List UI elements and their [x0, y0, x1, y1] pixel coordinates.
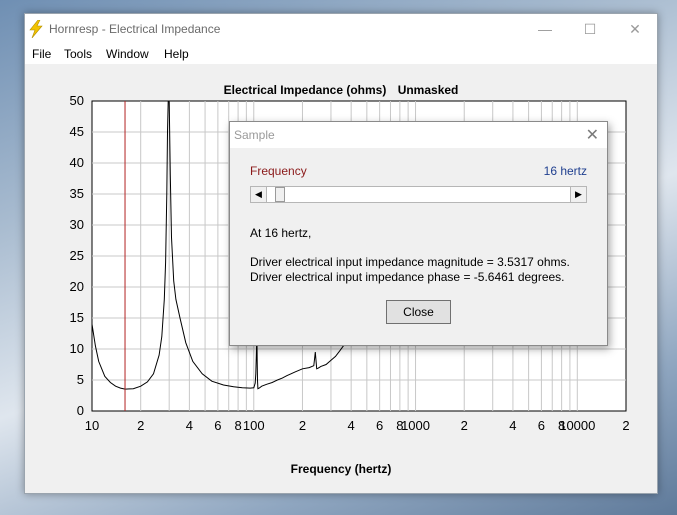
chart-title-main: Electrical Impedance (ohms) [223, 83, 387, 97]
frequency-slider[interactable]: ◀ ▶ [250, 186, 587, 203]
y-tick-label: 25 [70, 248, 84, 263]
x-tick-label: 8 [396, 418, 403, 433]
maximize-button[interactable]: ☐ [583, 21, 597, 37]
close-button[interactable]: Close [386, 300, 451, 324]
x-tick-label: 100 [243, 418, 265, 433]
frequency-value: 16 hertz [543, 164, 587, 178]
dialog-line-1: At 16 hertz, [250, 226, 312, 240]
x-tick-label: 4 [186, 418, 193, 433]
menu-help[interactable]: Help [164, 47, 189, 61]
y-tick-label: 15 [70, 310, 84, 325]
menu-window[interactable]: Window [106, 47, 149, 61]
minimize-button[interactable]: — [538, 21, 552, 37]
x-axis-label: Frequency (hertz) [290, 462, 392, 476]
dialog-title: Sample [234, 128, 275, 142]
slider-left-arrow-icon[interactable]: ◀ [251, 187, 267, 202]
dialog-line-2: Driver electrical input impedance magnit… [250, 255, 570, 269]
menu-file[interactable]: File [32, 47, 52, 61]
close-window-button[interactable]: ✕ [629, 21, 641, 37]
y-tick-label: 40 [70, 155, 84, 170]
chart-title: Electrical Impedance (ohms) Unmasked [25, 83, 657, 97]
x-tick-label: 6 [538, 418, 545, 433]
x-tick-label: 8 [234, 418, 241, 433]
x-tick-label: 1000 [401, 418, 430, 433]
chart-title-mask: Unmasked [397, 83, 459, 97]
x-tick-label: 10000 [559, 418, 595, 433]
sample-dialog: Sample ✕ Frequency 16 hertz ◀ ▶ At 16 he… [229, 121, 608, 346]
y-tick-label: 35 [70, 186, 84, 201]
x-tick-label: 6 [376, 418, 383, 433]
dialog-close-icon[interactable]: ✕ [585, 127, 599, 144]
impedance-curve [91, 100, 373, 390]
y-tick-label: 10 [70, 341, 84, 356]
dialog-title-bar[interactable]: Sample ✕ [230, 122, 607, 148]
x-tick-label: 2 [461, 418, 468, 433]
x-tick-label: 4 [348, 418, 355, 433]
y-tick-label: 50 [70, 93, 84, 108]
menu-bar: File Tools Window Help [25, 44, 657, 64]
x-tick-label: 2 [622, 418, 629, 433]
x-tick-label: 10 [85, 418, 99, 433]
x-tick-label: 2 [299, 418, 306, 433]
title-bar[interactable]: Hornresp - Electrical Impedance — ☐ ✕ [25, 14, 657, 44]
y-tick-label: 5 [77, 372, 84, 387]
x-tick-label: 2 [137, 418, 144, 433]
dialog-line-3: Driver electrical input impedance phase … [250, 270, 565, 284]
y-tick-label: 20 [70, 279, 84, 294]
x-tick-label: 6 [214, 418, 221, 433]
slider-thumb[interactable] [275, 187, 285, 202]
x-tick-label: 8 [558, 418, 565, 433]
y-tick-label: 0 [77, 403, 84, 418]
x-tick-label: 4 [509, 418, 516, 433]
y-tick-label: 30 [70, 217, 84, 232]
window-title: Hornresp - Electrical Impedance [49, 22, 221, 36]
y-tick-label: 45 [70, 124, 84, 139]
lightning-icon [29, 20, 43, 38]
menu-tools[interactable]: Tools [64, 47, 93, 61]
slider-right-arrow-icon[interactable]: ▶ [570, 187, 586, 202]
frequency-label: Frequency [250, 164, 307, 178]
